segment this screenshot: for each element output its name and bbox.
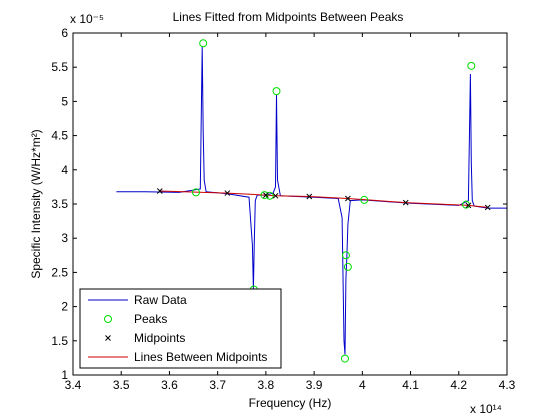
legend-label: Peaks <box>134 312 167 326</box>
x-tick-label: 3.7 <box>209 378 226 392</box>
y-tick-label: 1 <box>61 368 68 382</box>
y-tick-label: 2 <box>61 300 68 314</box>
y-tick-label: 5 <box>61 94 68 108</box>
x-tick-label: 4.2 <box>450 378 467 392</box>
legend-label: Midpoints <box>134 331 185 345</box>
y-tick-label: 4.5 <box>51 129 68 143</box>
x-axis-label: Frequency (Hz) <box>249 396 332 410</box>
y-tick-label: 5.5 <box>51 60 68 74</box>
x-tick-label: 3.8 <box>258 378 275 392</box>
legend: Raw Data Peaks Midpoints Lines Between Midp… <box>80 289 281 368</box>
legend-label: Lines Between Midpoints <box>134 350 267 364</box>
chart-title: Lines Fitted from Midpoints Between Peak… <box>173 10 404 24</box>
y-tick-label: 1.5 <box>51 334 68 348</box>
x-tick-label: 4 <box>359 378 366 392</box>
x-exponent-label: x 10¹⁴ <box>470 402 502 416</box>
y-tick-label: 3.5 <box>51 197 68 211</box>
y-axis-label: Specific Intensity (W/Hz*m²) <box>29 129 43 278</box>
x-tick-label: 3.6 <box>161 378 178 392</box>
x-tick-label: 4.1 <box>402 378 419 392</box>
y-tick-label: 6 <box>61 26 68 40</box>
legend-label: Raw Data <box>134 293 187 307</box>
x-tick-label: 4.3 <box>499 378 516 392</box>
x-tick-label: 3.9 <box>306 378 323 392</box>
y-exponent-label: x 10⁻⁵ <box>70 12 104 26</box>
x-tick-label: 3.5 <box>113 378 130 392</box>
y-tick-label: 3 <box>61 231 68 245</box>
y-tick-label: 4 <box>61 163 68 177</box>
y-tick-label: 2.5 <box>51 265 68 279</box>
